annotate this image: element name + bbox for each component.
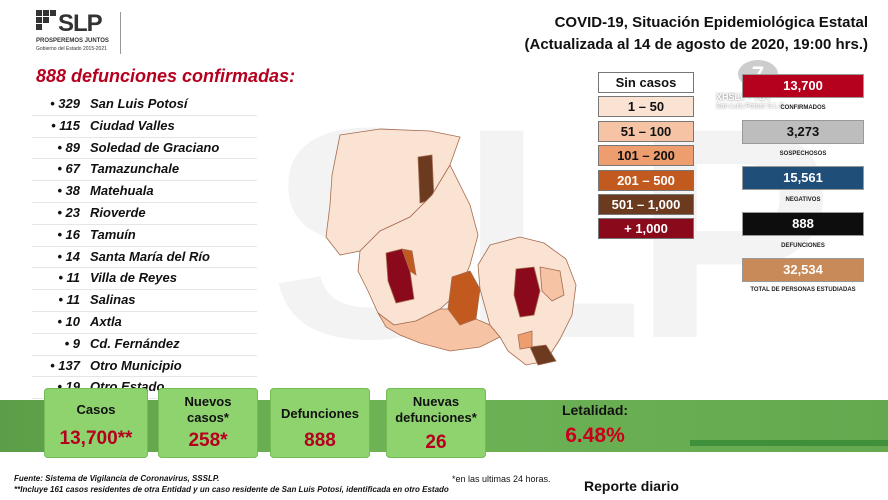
legend-item: 201 – 500 xyxy=(598,169,694,191)
death-count: • 11 xyxy=(58,270,80,286)
stat-label: DEFUNCIONES xyxy=(781,243,825,249)
page-title: COVID-19, Situación Epidemiológica Estat… xyxy=(525,12,868,56)
logo-mark-icon xyxy=(36,10,56,32)
stat-value: 888 xyxy=(742,212,864,236)
map-region-tamazunchale xyxy=(529,344,557,366)
stat-value: 32,534 xyxy=(742,258,864,282)
title-line-1: COVID-19, Situación Epidemiológica Estat… xyxy=(554,14,868,31)
cases-card: Casos 13,700** xyxy=(44,388,148,458)
death-count: • 137 xyxy=(50,357,80,373)
cases-label: Casos xyxy=(76,402,116,417)
summary-banner: Casos 13,700** Nuevos casos* 258* Defunc… xyxy=(0,388,888,464)
watermark-sub: San Luis Potosí S.L.P. xyxy=(716,103,786,110)
death-count: • 89 xyxy=(57,139,80,155)
death-municipality: Villa de Reyes xyxy=(90,270,177,286)
new-deaths-card: Nuevas defunciones* 26 xyxy=(386,388,486,458)
death-count: • 115 xyxy=(51,117,80,133)
source-footnote: Fuente: Sistema de Vigilancia de Coronav… xyxy=(14,474,220,483)
stat-label: TOTAL DE PERSONAS ESTUDIADAS xyxy=(750,287,856,293)
death-municipality: Axtla xyxy=(90,313,122,329)
legend-item: + 1,000 xyxy=(598,218,694,240)
stats-panel: 13,700 CONFIRMADOS 3,273 SOSPECHOSOS 15,561 N… xyxy=(742,72,864,302)
death-count: • 38 xyxy=(57,183,80,199)
logo-brand: SLP xyxy=(58,10,103,37)
stat-label: NEGATIVOS xyxy=(785,197,821,203)
map-region-axtla xyxy=(517,330,533,350)
lethality-value: 6.48% xyxy=(565,424,625,447)
death-count: • 16 xyxy=(57,226,80,242)
death-row: • 11 Villa de Reyes xyxy=(32,268,257,291)
logo-divider xyxy=(120,12,121,54)
death-municipality: Matehuala xyxy=(90,183,154,199)
map-region-tamuin xyxy=(539,266,565,302)
stat-value: 3,273 xyxy=(742,120,864,144)
new-cases-value: 258* xyxy=(188,430,228,451)
death-municipality: Ciudad Valles xyxy=(90,117,175,133)
death-row: • 38 Matehuala xyxy=(32,181,257,203)
lethality-label: Letalidad: xyxy=(561,402,629,418)
stat-value: 15,561 xyxy=(742,166,864,190)
cases-value: 13,700** xyxy=(59,428,133,449)
stat-label: CONFIRMADOS xyxy=(780,105,826,111)
death-count: • 9 xyxy=(64,335,80,351)
death-row: • 67 Tamazunchale xyxy=(32,159,257,182)
legend-item: Sin casos xyxy=(598,72,694,93)
government-logo: SLP PROSPEREMOS JUNTOS Gobierno del Esta… xyxy=(36,10,118,60)
state-map xyxy=(325,128,577,366)
deaths-card: Defunciones 888 xyxy=(270,388,370,458)
deaths-heading: 888 defunciones confirmadas: xyxy=(36,66,296,86)
title-line-2: (Actualizada al 14 de agosto de 2020, 19… xyxy=(524,36,868,53)
death-municipality: Tamuín xyxy=(90,226,136,242)
death-count: • 329 xyxy=(50,96,80,111)
death-count: • 11 xyxy=(58,292,80,308)
new-cases-card: Nuevos casos* 258* xyxy=(158,388,258,458)
death-municipality: Cd. Fernández xyxy=(90,335,180,351)
death-row: • 11 Salinas xyxy=(32,290,257,312)
last24-footnote: *en las ultimas 24 horas. xyxy=(452,474,551,484)
death-count: • 67 xyxy=(57,161,80,177)
deaths-label: Defunciones xyxy=(280,406,359,421)
inclusion-footnote: **Incluye 161 casos residentes de otra E… xyxy=(14,485,449,494)
death-count: • 14 xyxy=(57,248,80,264)
stat-label: SOSPECHOSOS xyxy=(779,151,827,157)
legend-item: 101 – 200 xyxy=(598,145,694,167)
death-municipality: Salinas xyxy=(90,292,136,308)
death-row: • 137 Otro Municipio xyxy=(32,356,257,378)
death-row: • 9 Cd. Fernández xyxy=(32,334,257,356)
death-row: • 115 Ciudad Valles xyxy=(32,116,257,138)
death-municipality: San Luis Potosí xyxy=(90,96,188,111)
logo-subtitle: Gobierno del Estado 2015-2021 xyxy=(36,46,107,52)
death-municipality: Santa María del Río xyxy=(90,248,210,264)
death-row: • 329 San Luis Potosí xyxy=(32,94,257,116)
map-region-valles xyxy=(513,266,541,318)
legend-item: 51 – 100 xyxy=(598,120,694,142)
death-municipality: Rioverde xyxy=(90,204,146,220)
deaths-by-municipality-list: • 329 San Luis Potosí • 115 Ciudad Valles • … xyxy=(32,94,257,400)
death-municipality: Soledad de Graciano xyxy=(90,139,220,155)
map-region-soledad xyxy=(401,248,417,276)
new-deaths-label: Nuevas defunciones* xyxy=(395,394,477,425)
death-municipality: Otro Municipio xyxy=(90,357,182,373)
banner-accent xyxy=(690,440,888,446)
death-row: • 89 Soledad de Graciano xyxy=(32,138,257,160)
legend-item: 501 – 1,000 xyxy=(598,193,694,215)
map-legend: Sin casos 1 – 50 51 – 100 101 – 200 201 – 50… xyxy=(598,72,694,243)
legend-item: 1 – 50 xyxy=(598,96,694,118)
death-count: • 10 xyxy=(57,313,80,329)
death-row: • 23 Rioverde xyxy=(32,203,257,225)
stat-value: 13,700 xyxy=(742,74,864,98)
death-count: • 23 xyxy=(57,204,80,220)
death-row: • 16 Tamuín xyxy=(32,225,257,247)
death-row: • 10 Axtla xyxy=(32,312,257,334)
logo-tagline: PROSPEREMOS JUNTOS xyxy=(36,38,109,44)
death-municipality: Tamazunchale xyxy=(90,161,180,177)
report-label: Reporte diario xyxy=(584,478,679,494)
new-deaths-value: 26 xyxy=(425,432,447,453)
new-cases-label: Nuevos casos* xyxy=(184,394,232,425)
deaths-value: 888 xyxy=(304,430,336,451)
death-row: • 14 Santa María del Río xyxy=(32,247,257,269)
